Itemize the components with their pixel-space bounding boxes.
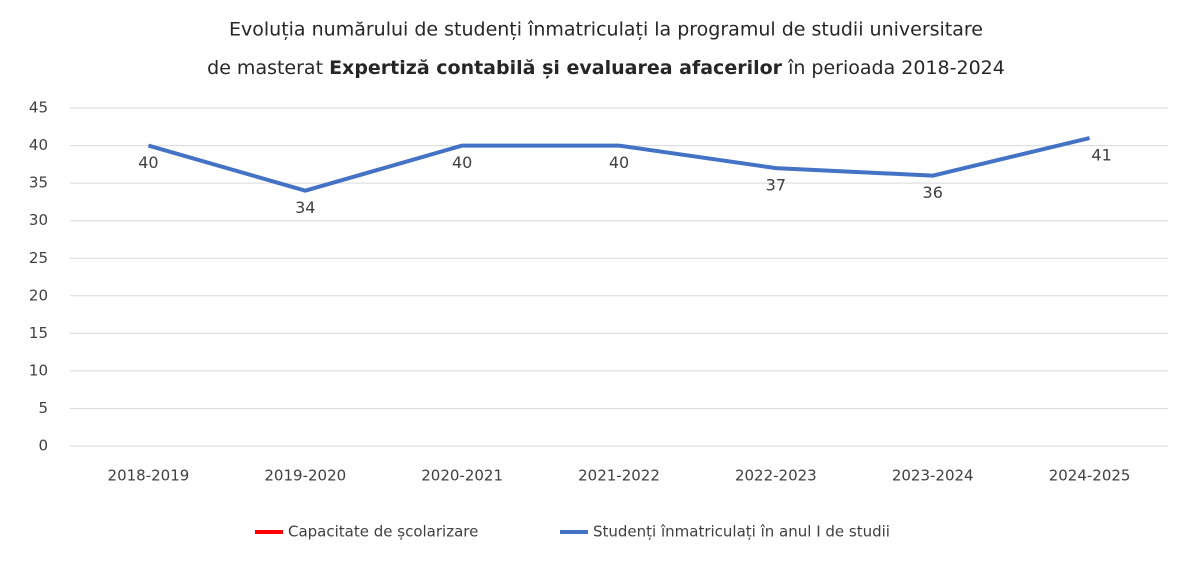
data-label: 34 [295,198,315,217]
x-tick-label: 2019-2020 [264,467,346,485]
chart-title: de masterat Expertiză contabilă și evalu… [207,57,1005,79]
data-label: 37 [766,176,786,195]
data-label: 40 [452,153,472,172]
x-tick-label: 2021-2022 [578,467,660,485]
title-part: în perioada 2018-2024 [782,57,1005,79]
legend-label: Studenți înmatriculați în anul I de stud… [593,523,890,541]
title-part: de masterat [207,57,329,79]
x-tick-label: 2018-2019 [108,467,190,485]
series-line [147,136,1091,193]
x-tick-label: 2023-2024 [892,467,974,485]
y-tick-label: 15 [29,324,48,342]
y-tick-label: 20 [29,286,48,304]
y-tick-label: 25 [29,249,48,267]
y-tick-label: 35 [29,174,48,192]
data-label: 36 [923,183,943,202]
y-tick-label: 5 [38,399,48,417]
x-tick-label: 2024-2025 [1049,467,1131,485]
y-tick-label: 40 [29,136,48,154]
y-tick-label: 10 [29,361,48,379]
title-part: Expertiză contabilă și evaluarea afaceri… [329,57,783,79]
y-tick-label: 45 [29,99,48,117]
y-tick-label: 30 [29,211,48,229]
data-label: 40 [609,153,629,172]
x-tick-label: 2020-2021 [421,467,503,485]
chart-title: Evoluția numărului de studenți înmatricu… [229,19,983,41]
data-label: 40 [138,153,158,172]
x-tick-label: 2022-2023 [735,467,817,485]
data-label: 41 [1091,146,1111,165]
legend-label: Capacitate de școlarizare [288,523,478,541]
y-tick-label: 0 [38,437,48,455]
